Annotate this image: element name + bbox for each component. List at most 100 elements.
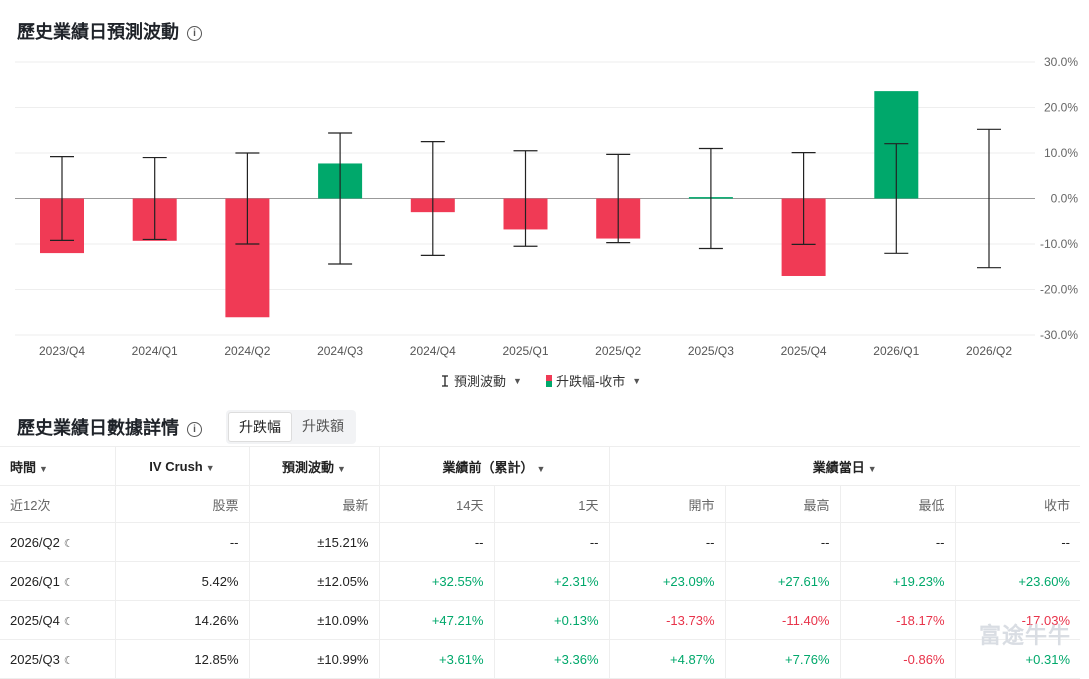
x-tick-label: 2026/Q2 (966, 344, 1012, 358)
legend-change[interactable]: 升跌幅-收市 ▼ (545, 371, 642, 390)
forecast-cell: ±15.21% (249, 522, 380, 562)
watermark: 富途牛牛 (978, 623, 1071, 648)
open-cell: -13.73% (609, 600, 726, 640)
x-tick-label: 2024/Q4 (410, 344, 456, 358)
x-tick-label: 2026/Q1 (873, 344, 919, 358)
x-tick-label: 2024/Q2 (224, 344, 270, 358)
period-cell: 2025/Q3 ☾ (0, 639, 116, 679)
y-tick-label: 20.0% (1044, 101, 1078, 115)
sub-low: 最低 (840, 485, 956, 523)
table-row[interactable]: 2025/Q4 ☾ 14.26% ±10.09% +47.21% +0.13% -13.73… (0, 600, 1080, 640)
high-cell: +7.76% (725, 639, 841, 679)
iv-cell: -- (115, 522, 250, 562)
close-cell: -- (955, 522, 1080, 562)
d14-cell: +3.61% (379, 639, 495, 679)
caret-down-icon: ▼ (513, 375, 522, 386)
legend-change-label: 升跌幅-收市 (555, 374, 626, 389)
sub-stock: 股票 (115, 485, 250, 523)
y-tick-label: 0.0% (1051, 192, 1079, 206)
caret-down-icon: ▼ (867, 463, 877, 474)
high-cell: -11.40% (725, 600, 841, 640)
close-cell: +23.60% (955, 561, 1080, 601)
caret-down-icon: ▼ (205, 462, 215, 473)
caret-down-icon: ▼ (536, 463, 546, 474)
period-cell: 2026/Q2 ☾ (0, 522, 116, 562)
sub-period: 近12次 (0, 485, 116, 523)
table-row[interactable]: 2026/Q1 ☾ 5.42% ±12.05% +32.55% +2.31% +23.09%… (0, 561, 1080, 601)
caret-down-icon: ▼ (337, 463, 346, 474)
chart-legend: 預測波動 ▼ 升跌幅-收市 ▼ (440, 371, 641, 390)
d1-cell: -- (494, 522, 610, 562)
forecast-cell: ±12.05% (249, 561, 380, 601)
x-tick-label: 2025/Q3 (688, 344, 734, 358)
info-icon[interactable]: i (187, 422, 202, 437)
table-row[interactable]: 2025/Q3 ☾ 12.85% ±10.99% +3.61% +3.36% +4.87% +… (0, 639, 1080, 679)
header-forecast[interactable]: 預測波動 ▼ (249, 446, 380, 486)
header-iv[interactable]: IV Crush ▼ (115, 446, 250, 486)
legend-forecast-label: 預測波動 (454, 374, 507, 389)
bar-icon (545, 374, 552, 387)
header-before[interactable]: 業績前（累計） ▼ (379, 446, 610, 486)
period-cell: 2025/Q4 ☾ (0, 600, 116, 640)
sub-high: 最高 (725, 485, 841, 523)
table-section-title: 歷史業績日數據詳情 i (17, 414, 202, 440)
close-cell: -17.03% (955, 600, 1080, 640)
forecast-cell: ±10.99% (249, 639, 380, 679)
sub-14d: 14天 (379, 485, 495, 523)
forecast-cell: ±10.09% (249, 600, 380, 640)
period-cell: 2026/Q1 ☾ (0, 561, 116, 601)
chart-section-title: 歷史業績日預測波動 i (17, 18, 202, 44)
high-cell: -- (725, 522, 841, 562)
open-cell: +23.09% (609, 561, 726, 601)
x-tick-label: 2025/Q1 (502, 344, 548, 358)
d1-cell: +0.13% (494, 600, 610, 640)
moon-icon: ☾ (63, 576, 74, 589)
open-cell: -- (609, 522, 726, 562)
info-icon[interactable]: i (187, 26, 202, 41)
moon-icon: ☾ (63, 537, 74, 550)
y-tick-label: -30.0% (1040, 328, 1078, 342)
open-cell: +4.87% (609, 639, 726, 679)
moon-icon: ☾ (63, 654, 74, 667)
chart-title-text: 歷史業績日預測波動 (17, 22, 179, 42)
sub-latest: 最新 (249, 485, 380, 523)
y-tick-label: -20.0% (1040, 283, 1078, 297)
iv-cell: 5.42% (115, 561, 250, 601)
volatility-chart: 30.0% 20.0% 10.0% 0.0% -10.0% -20.0% -30.0% 202… (15, 55, 1079, 358)
tab-percent[interactable]: 升跌幅 (228, 412, 292, 442)
iv-cell: 14.26% (115, 600, 250, 640)
d14-cell: -- (379, 522, 495, 562)
caret-down-icon: ▼ (632, 375, 642, 386)
header-day[interactable]: 業績當日 ▼ (609, 446, 1080, 486)
table-row[interactable]: 2026/Q2 ☾ -- ±15.21% -- -- -- -- -- -- (0, 522, 1080, 562)
y-tick-label: 30.0% (1044, 55, 1078, 69)
d1-cell: +3.36% (494, 639, 610, 679)
low-cell: -18.17% (840, 600, 956, 640)
x-tick-label: 2023/Q4 (39, 344, 85, 358)
iv-cell: 12.85% (115, 639, 250, 679)
d14-cell: +32.55% (379, 561, 495, 601)
table-title-text: 歷史業績日數據詳情 (17, 418, 179, 438)
earnings-table: 時間 ▼ IV Crush ▼ 預測波動 ▼ 業績前（累計） ▼ 業績當日 ▼ 近12次 … (0, 446, 1080, 679)
low-cell: +19.23% (840, 561, 956, 601)
caret-down-icon: ▼ (39, 463, 48, 474)
sub-open: 開市 (609, 485, 726, 523)
sub-1d: 1天 (494, 485, 610, 523)
low-cell: -0.86% (840, 639, 956, 679)
d14-cell: +47.21% (379, 600, 495, 640)
high-cell: +27.61% (725, 561, 841, 601)
x-tick-label: 2025/Q2 (595, 344, 641, 358)
low-cell: -- (840, 522, 956, 562)
y-tick-label: 10.0% (1044, 146, 1078, 160)
x-tick-label: 2024/Q3 (317, 344, 363, 358)
x-tick-label: 2024/Q1 (132, 344, 178, 358)
x-tick-label: 2025/Q4 (781, 344, 827, 358)
sub-close: 收市 (955, 485, 1080, 523)
legend-forecast[interactable]: 預測波動 ▼ (440, 371, 522, 390)
header-time[interactable]: 時間 ▼ (0, 446, 116, 486)
tab-amount[interactable]: 升跌額 (302, 418, 344, 434)
errorbar-icon (442, 374, 448, 387)
unit-toggle: 升跌幅 升跌額 (226, 410, 356, 444)
moon-icon: ☾ (63, 615, 74, 628)
y-tick-label: -10.0% (1040, 237, 1078, 251)
